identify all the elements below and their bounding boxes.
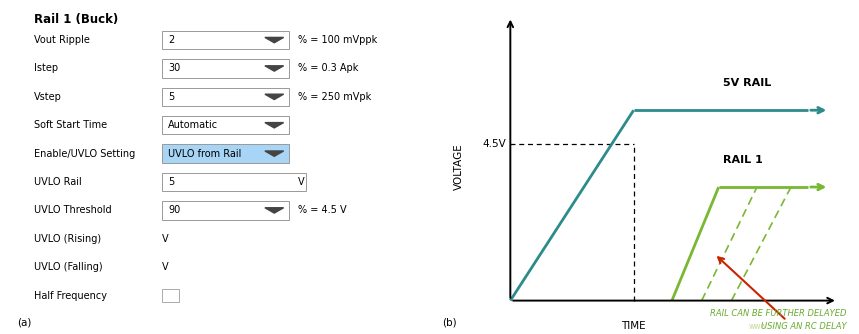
Text: Enable/UVLO Setting: Enable/UVLO Setting bbox=[34, 149, 135, 159]
Text: UVLO from Rail: UVLO from Rail bbox=[168, 149, 241, 159]
Text: V: V bbox=[161, 262, 168, 272]
Text: Automatic: Automatic bbox=[168, 120, 218, 130]
Polygon shape bbox=[265, 66, 283, 71]
Text: UVLO (Rising): UVLO (Rising) bbox=[34, 234, 101, 244]
Text: V: V bbox=[297, 177, 304, 187]
Text: UVLO (Falling): UVLO (Falling) bbox=[34, 262, 102, 272]
Text: UVLO Threshold: UVLO Threshold bbox=[34, 205, 112, 215]
FancyBboxPatch shape bbox=[161, 31, 289, 49]
Text: % = 100 mVppk: % = 100 mVppk bbox=[297, 35, 377, 45]
FancyBboxPatch shape bbox=[161, 173, 306, 191]
Text: % = 250 mVpk: % = 250 mVpk bbox=[297, 92, 371, 102]
Text: Half Frequency: Half Frequency bbox=[34, 291, 107, 301]
Text: (a): (a) bbox=[17, 317, 32, 327]
FancyBboxPatch shape bbox=[161, 201, 289, 220]
Text: % = 0.3 Apk: % = 0.3 Apk bbox=[297, 63, 358, 73]
Polygon shape bbox=[265, 123, 283, 128]
Polygon shape bbox=[265, 94, 283, 100]
Text: 30: 30 bbox=[168, 63, 180, 73]
Text: V: V bbox=[161, 234, 168, 244]
FancyBboxPatch shape bbox=[161, 88, 289, 106]
Text: Vout Ripple: Vout Ripple bbox=[34, 35, 90, 45]
Text: % = 4.5 V: % = 4.5 V bbox=[297, 205, 346, 215]
FancyBboxPatch shape bbox=[161, 116, 289, 134]
FancyBboxPatch shape bbox=[161, 289, 179, 302]
Text: 4.5V: 4.5V bbox=[483, 139, 506, 149]
Text: 2: 2 bbox=[168, 35, 174, 45]
FancyBboxPatch shape bbox=[161, 144, 289, 163]
Text: UVLO Rail: UVLO Rail bbox=[34, 177, 82, 187]
Text: 90: 90 bbox=[168, 205, 180, 215]
Text: (b): (b) bbox=[442, 317, 457, 327]
Text: 5V RAIL: 5V RAIL bbox=[723, 78, 771, 89]
Text: Vstep: Vstep bbox=[34, 92, 62, 102]
Text: RAIL CAN BE FURTHER DELAYED: RAIL CAN BE FURTHER DELAYED bbox=[710, 309, 846, 318]
Polygon shape bbox=[265, 208, 283, 213]
Polygon shape bbox=[265, 37, 283, 43]
Text: Rail 1 (Buck): Rail 1 (Buck) bbox=[34, 13, 119, 26]
Text: Istep: Istep bbox=[34, 63, 58, 73]
Text: 5: 5 bbox=[168, 92, 174, 102]
Text: VOLTAGE: VOLTAGE bbox=[454, 144, 465, 190]
Text: RAIL 1: RAIL 1 bbox=[723, 155, 763, 165]
Text: USING AN RC DELAY: USING AN RC DELAY bbox=[760, 322, 846, 331]
Text: TIME: TIME bbox=[621, 321, 646, 331]
Polygon shape bbox=[265, 151, 283, 156]
Text: www.: www. bbox=[748, 322, 769, 331]
Text: Soft Start Time: Soft Start Time bbox=[34, 120, 107, 130]
FancyBboxPatch shape bbox=[161, 59, 289, 78]
Text: 5: 5 bbox=[168, 177, 174, 187]
